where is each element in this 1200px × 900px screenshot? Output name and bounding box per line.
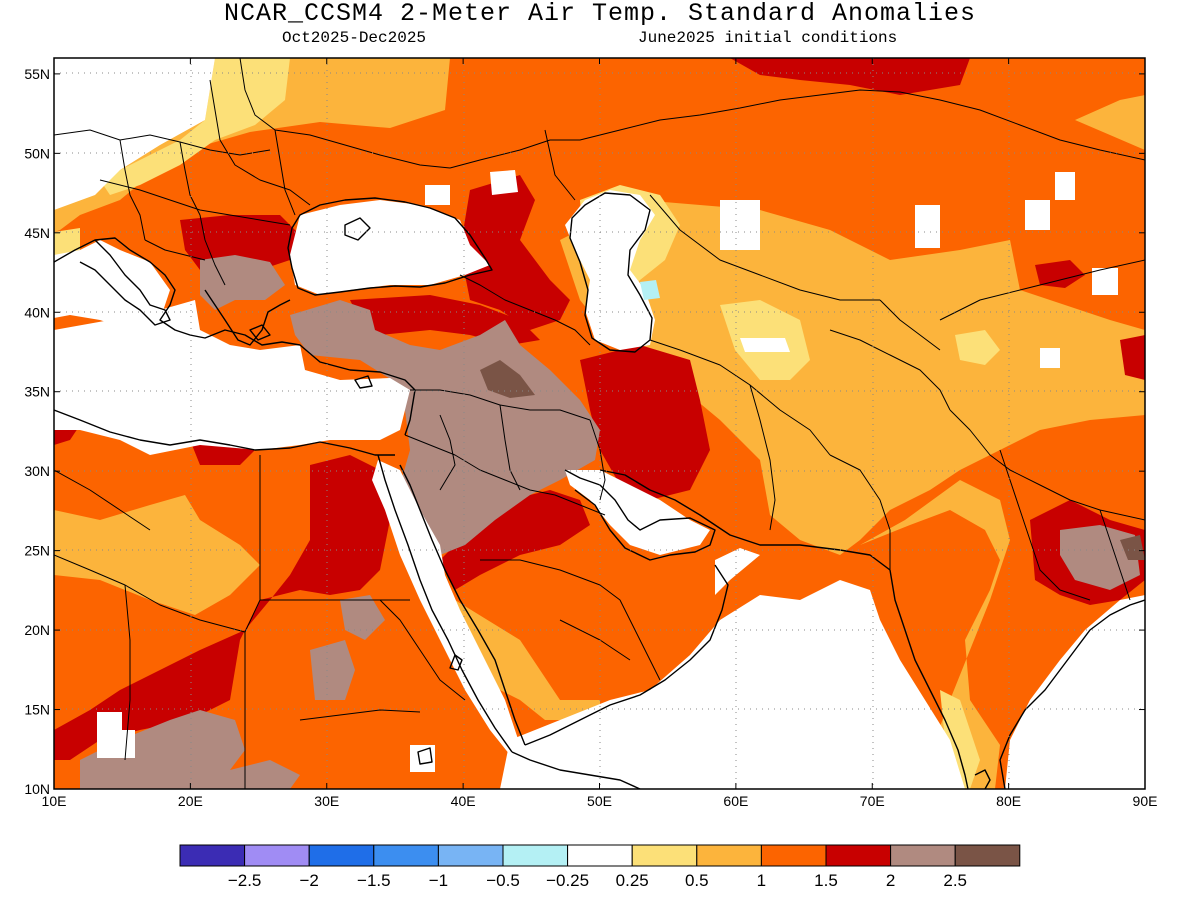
- colorbar: −2.5 −2 −1.5 −1 −0.5 −0.25 0.25 0.5 1 1.5 2 2.5: [179, 844, 1021, 890]
- colorbar-swatch: [244, 844, 310, 867]
- lat-tick-label: 55N: [24, 66, 50, 82]
- lon-tick-label: 90E: [1133, 793, 1158, 809]
- lon-tick-label: 40E: [451, 793, 476, 809]
- lon-tick-label: 30E: [314, 793, 339, 809]
- colorbar-swatch: [373, 844, 439, 867]
- colorbar-label: 0.25: [616, 871, 649, 890]
- lon-tick-label: 80E: [996, 793, 1021, 809]
- anomaly-fill-1.5-2: [54, 58, 1145, 760]
- lon-tick-label: 70E: [860, 793, 885, 809]
- colorbar-label: −2: [300, 871, 319, 890]
- latitude-axis: 10N 15N 20N 25N 30N 35N 40N 45N 50N 55N: [24, 66, 1145, 797]
- anomaly-fill-above-2.5: [480, 360, 1145, 560]
- lat-tick-label: 25N: [24, 543, 50, 559]
- colorbar-label: 0.5: [685, 871, 709, 890]
- colorbar-swatch: [954, 844, 1021, 867]
- colorbar-label: −1.5: [357, 871, 391, 890]
- anomaly-fill-0.5-1: [54, 58, 1145, 789]
- map-plot-area: [54, 58, 1145, 789]
- lon-tick-label: 60E: [723, 793, 748, 809]
- colorbar-swatch: [825, 844, 892, 867]
- colorbar-swatch: [890, 844, 956, 867]
- lat-tick-label: 15N: [24, 702, 50, 718]
- colorbar-label: −0.25: [546, 871, 589, 890]
- colorbar-label: −2.5: [228, 871, 262, 890]
- lat-tick-label: 45N: [24, 225, 50, 241]
- water-and-neutral-areas: [54, 58, 1145, 789]
- colorbar-swatch: [567, 844, 633, 867]
- colorbar-swatch: [308, 844, 375, 867]
- lat-tick-label: 30N: [24, 463, 50, 479]
- colorbar-label: −0.5: [486, 871, 520, 890]
- colorbar-swatch: [696, 844, 762, 867]
- colorbar-label: 1.5: [814, 871, 838, 890]
- colorbar-label: 2: [886, 871, 895, 890]
- coastlines: [54, 192, 1145, 789]
- colorbar-label: 1: [757, 871, 766, 890]
- colorbar-label: 2.5: [943, 871, 967, 890]
- longitude-axis: 10E 20E 30E 40E 50E 60E 70E 80E 90E: [42, 58, 1158, 809]
- lat-tick-label: 35N: [24, 384, 50, 400]
- colorbar-swatch: [502, 844, 569, 867]
- anomaly-fill-negative-patch: [640, 280, 660, 300]
- lat-tick-label: 10N: [24, 781, 50, 797]
- chart-title: NCAR_CCSM4 2-Meter Air Temp. Standard An…: [223, 0, 977, 28]
- lon-tick-label: 10E: [42, 793, 67, 809]
- lat-tick-label: 20N: [24, 622, 50, 638]
- lon-tick-label: 20E: [178, 793, 203, 809]
- colorbar-label: −1: [429, 871, 448, 890]
- lon-tick-label: 50E: [587, 793, 612, 809]
- lat-tick-label: 50N: [24, 145, 50, 161]
- lat-tick-label: 40N: [24, 304, 50, 320]
- initial-conditions: June2025 initial conditions: [638, 29, 898, 47]
- colorbar-swatch: [179, 844, 246, 867]
- colorbar-swatch: [631, 844, 698, 867]
- colorbar-swatch: [760, 844, 827, 867]
- forecast-period: Oct2025-Dec2025: [282, 29, 427, 47]
- colorbar-swatch: [437, 844, 504, 867]
